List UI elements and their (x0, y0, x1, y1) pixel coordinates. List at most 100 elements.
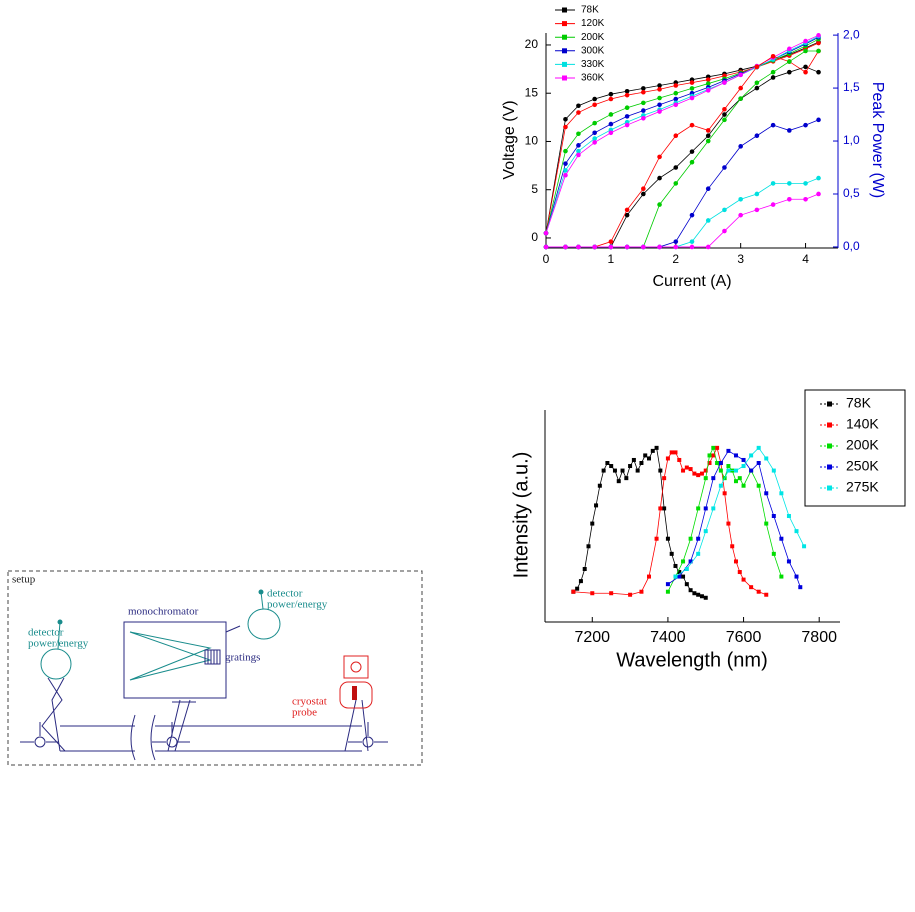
detector-stem (57, 621, 61, 650)
data-point (641, 186, 646, 191)
y-axis-label: Voltage (V) (501, 100, 518, 179)
data-point (692, 591, 697, 596)
series-line (545, 34, 819, 234)
data-point (650, 448, 655, 453)
x-tick-label: 7600 (726, 629, 762, 646)
data-point (684, 567, 689, 571)
data-point (703, 468, 708, 473)
data-point (718, 483, 723, 488)
data-point (673, 239, 679, 244)
legend-label: 200K (846, 437, 879, 453)
data-point (592, 96, 597, 102)
data-point (770, 122, 776, 128)
data-point (705, 138, 711, 144)
data-point (696, 473, 701, 478)
series-line (545, 42, 819, 234)
data-point (754, 80, 760, 86)
legend-marker (827, 464, 832, 470)
data-point (677, 457, 682, 462)
data-point (628, 464, 633, 469)
data-point (639, 589, 644, 594)
probe (352, 686, 357, 700)
detector-stem (260, 591, 264, 610)
data-point (654, 445, 659, 450)
label: gratings (225, 652, 260, 664)
data-point (696, 551, 701, 556)
data-point (582, 567, 587, 571)
data-point (624, 476, 629, 481)
data-point (707, 461, 712, 465)
data-point (576, 110, 581, 115)
data-point (616, 479, 621, 484)
data-point (705, 244, 711, 250)
data-point (816, 48, 821, 54)
data-point (662, 476, 667, 481)
data-point (733, 559, 738, 564)
data-point (628, 592, 633, 597)
data-point (576, 131, 581, 137)
data-point (787, 46, 792, 52)
data-point (754, 64, 760, 70)
mirror (34, 736, 46, 748)
data-point (756, 445, 761, 450)
data-point (657, 154, 662, 160)
data-point (705, 77, 711, 83)
data-point (764, 456, 769, 461)
data-point (608, 91, 614, 97)
legend-marker (827, 443, 832, 449)
data-point (673, 450, 678, 455)
legend-marker (827, 401, 832, 407)
data-point (657, 95, 662, 101)
data-point (688, 559, 693, 564)
data-point (798, 585, 803, 590)
data-point (816, 191, 821, 197)
series-line (545, 41, 819, 234)
data-point (635, 468, 640, 473)
legend-label: 78K (846, 395, 872, 411)
x-tick-label: 7400 (650, 629, 686, 646)
data-point (699, 471, 704, 476)
data-point (597, 483, 602, 488)
data-point (669, 551, 674, 556)
data-point (737, 476, 742, 481)
detector-dot (57, 619, 63, 625)
data-point (673, 96, 679, 102)
cryostat-port (350, 661, 362, 673)
data-point (816, 117, 821, 123)
data-point (770, 69, 776, 75)
data-point (779, 536, 784, 541)
data-point (641, 191, 646, 197)
data-point (705, 218, 711, 223)
data-point (722, 106, 727, 112)
x-axis-label: Current (A) (652, 273, 731, 290)
detector-dot (258, 589, 264, 595)
legend-label: 200K (581, 32, 605, 43)
data-point (707, 453, 712, 458)
legend-label: 78K (581, 5, 599, 16)
data-point (563, 161, 568, 166)
data-point (608, 121, 614, 127)
data-point (711, 453, 716, 458)
arrows (20, 722, 388, 743)
legend-label: 360K (581, 73, 605, 84)
data-point (771, 551, 776, 556)
data-point (688, 467, 693, 472)
data-point (696, 592, 701, 597)
data-point (689, 95, 695, 101)
x-tick-label: 7200 (574, 629, 610, 646)
data-point (586, 544, 591, 549)
y-tick-label: 10 (525, 134, 539, 148)
data-point (624, 88, 630, 94)
data-point (576, 103, 581, 109)
y2-tick-label: 1,5 (843, 80, 860, 94)
data-point (592, 140, 597, 145)
data-point (673, 83, 679, 88)
detector-right (247, 608, 281, 640)
series-line (546, 193, 819, 248)
gratings-icon (204, 649, 221, 665)
data-point (609, 464, 614, 469)
data-point (754, 207, 760, 213)
data-point (786, 514, 791, 518)
data-point (673, 181, 679, 186)
data-point (733, 453, 738, 458)
